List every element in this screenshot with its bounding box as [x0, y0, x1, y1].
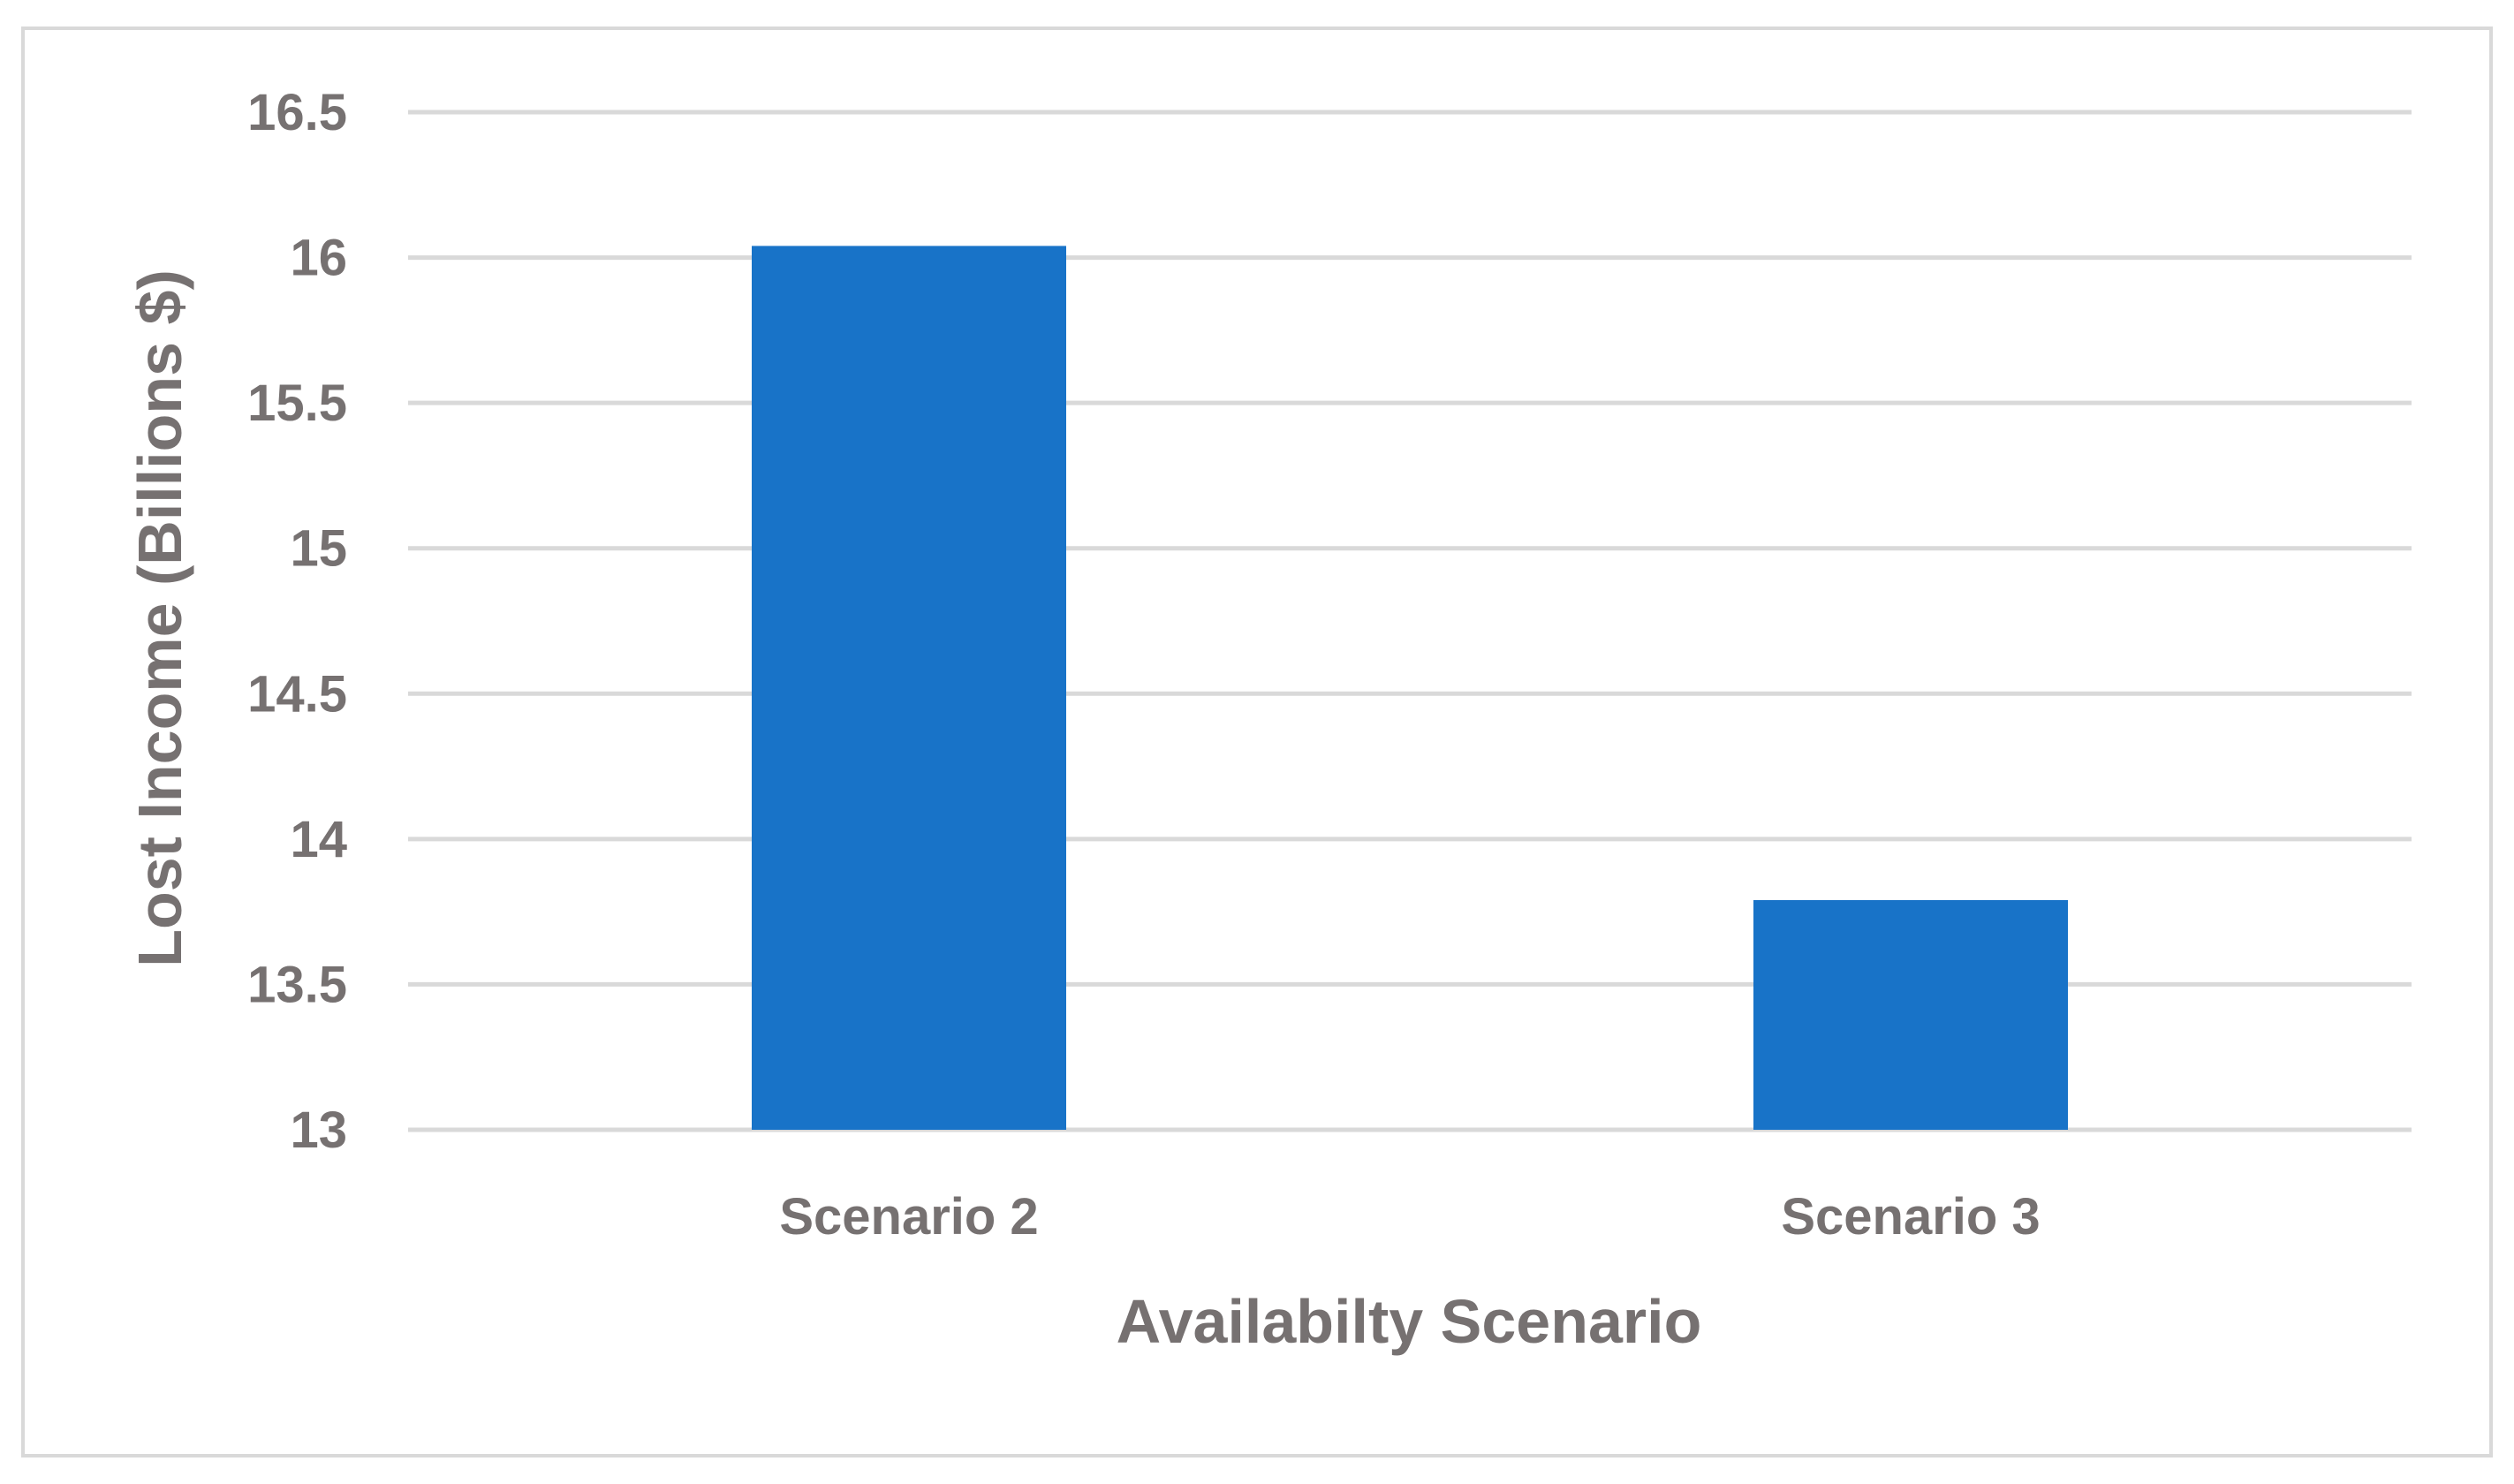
bar-scenario-2	[752, 246, 1066, 1130]
y-tick-label: 14	[290, 811, 347, 868]
gridlines	[408, 110, 2412, 1132]
y-tick-label: 16	[290, 230, 347, 287]
x-tick-label: Scenario 3	[1781, 1188, 2040, 1246]
x-tick-label: Scenario 2	[779, 1188, 1038, 1246]
y-tick-label: 14.5	[247, 665, 347, 723]
x-axis-title: Availabilty Scenario	[1117, 1287, 1702, 1356]
y-axis-title: Lost Income (Billions $)	[125, 269, 194, 967]
bar-scenario-3	[1753, 899, 2068, 1130]
y-axis-tick-labels: 13 13.5 14 14.5 15 15.5 16 16.5	[247, 84, 347, 1159]
chart-frame	[21, 26, 2493, 1458]
y-tick-label: 16.5	[247, 84, 347, 141]
x-axis-tick-labels: Scenario 2 Scenario 3	[779, 1188, 2040, 1246]
bars	[752, 246, 2068, 1130]
y-tick-label: 15	[290, 520, 347, 578]
y-tick-label: 13.5	[247, 956, 347, 1013]
y-tick-label: 13	[290, 1102, 347, 1159]
y-tick-label: 15.5	[247, 375, 347, 432]
